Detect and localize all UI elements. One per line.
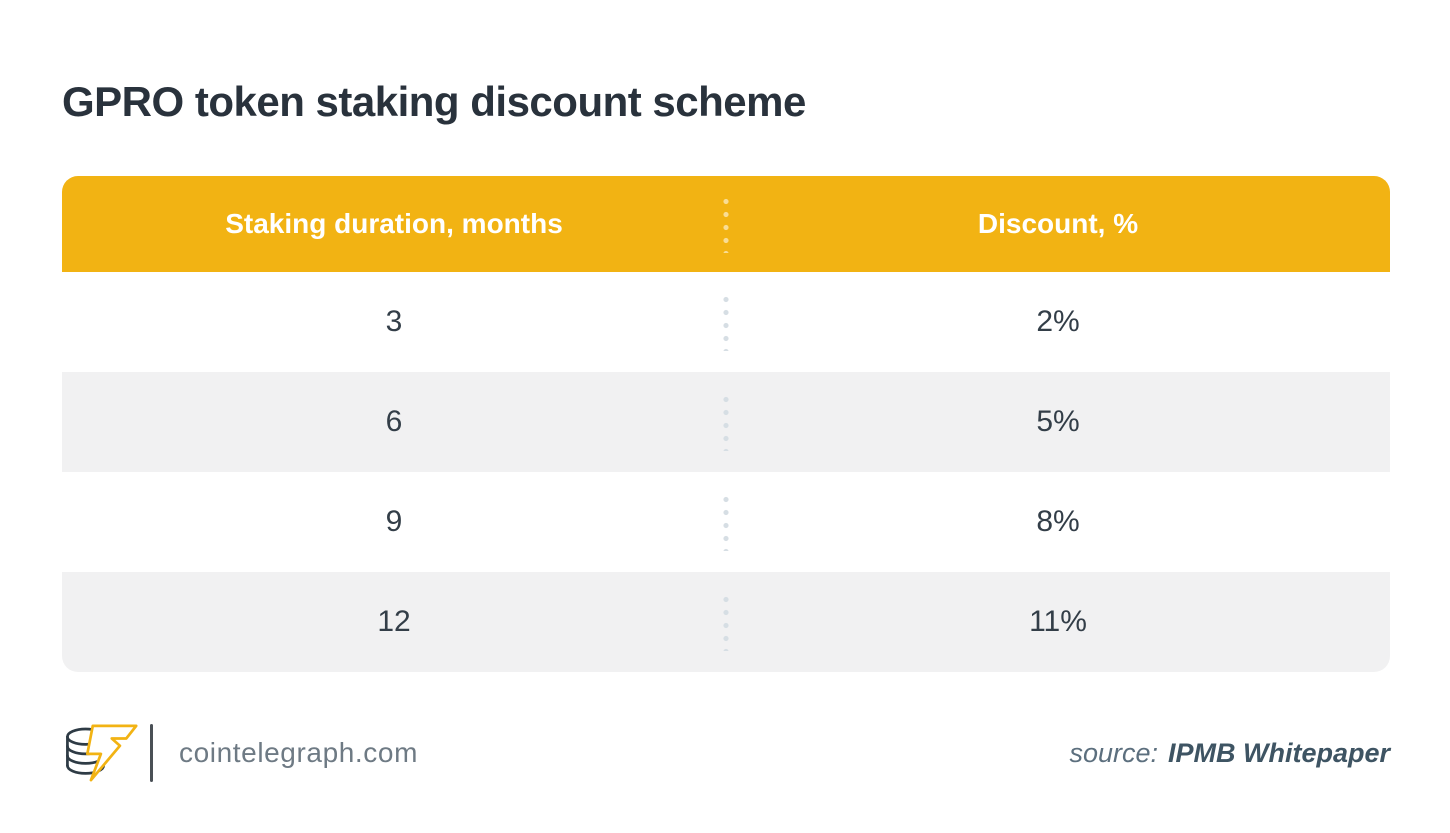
source-label: source: bbox=[1069, 737, 1158, 768]
duration-cell: 6 bbox=[385, 405, 403, 438]
table-header-row: Staking duration, months Discount, % bbox=[62, 176, 1390, 272]
brand-lockup: cointelegraph.com bbox=[62, 720, 418, 786]
column-divider-dots bbox=[723, 393, 729, 451]
discount-cell: 5% bbox=[1036, 405, 1080, 438]
column-divider-dots bbox=[723, 195, 729, 253]
duration-cell: 9 bbox=[385, 505, 403, 538]
table-row: 3 2% bbox=[62, 272, 1390, 372]
column-divider-dots bbox=[723, 593, 729, 651]
logo-divider bbox=[150, 724, 153, 782]
duration-cell: 12 bbox=[377, 605, 411, 638]
table-row: 12 11% bbox=[62, 572, 1390, 672]
discount-cell: 11% bbox=[1029, 605, 1087, 638]
column-divider-dots bbox=[723, 293, 729, 351]
footer: cointelegraph.com source: IPMB Whitepaper bbox=[62, 714, 1390, 792]
staking-discount-table: Staking duration, months Discount, % 3 2… bbox=[62, 176, 1390, 672]
duration-cell: 3 bbox=[385, 305, 403, 338]
source-attribution: source: IPMB Whitepaper bbox=[1069, 738, 1390, 769]
column-divider-dots bbox=[723, 493, 729, 551]
table-row: 9 8% bbox=[62, 472, 1390, 572]
discount-cell: 8% bbox=[1036, 505, 1080, 538]
column-header-discount: Discount, % bbox=[977, 208, 1139, 239]
discount-cell: 2% bbox=[1036, 305, 1080, 338]
site-name: cointelegraph.com bbox=[179, 737, 418, 768]
cointelegraph-logo-icon bbox=[66, 724, 138, 782]
column-header-duration: Staking duration, months bbox=[225, 208, 563, 239]
source-value: IPMB Whitepaper bbox=[1167, 737, 1390, 768]
table-row: 6 5% bbox=[62, 372, 1390, 472]
page-title: GPRO token staking discount scheme bbox=[62, 78, 806, 126]
